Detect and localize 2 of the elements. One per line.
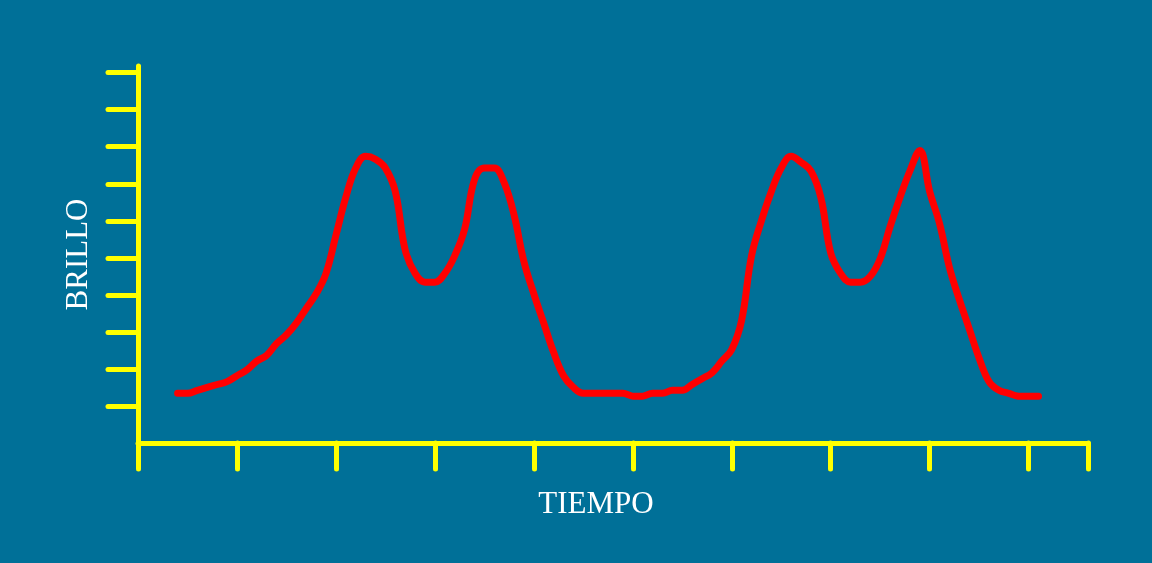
x-axis-title: TIEMPO: [538, 485, 654, 520]
y-axis-title: BRILLO: [59, 198, 94, 311]
